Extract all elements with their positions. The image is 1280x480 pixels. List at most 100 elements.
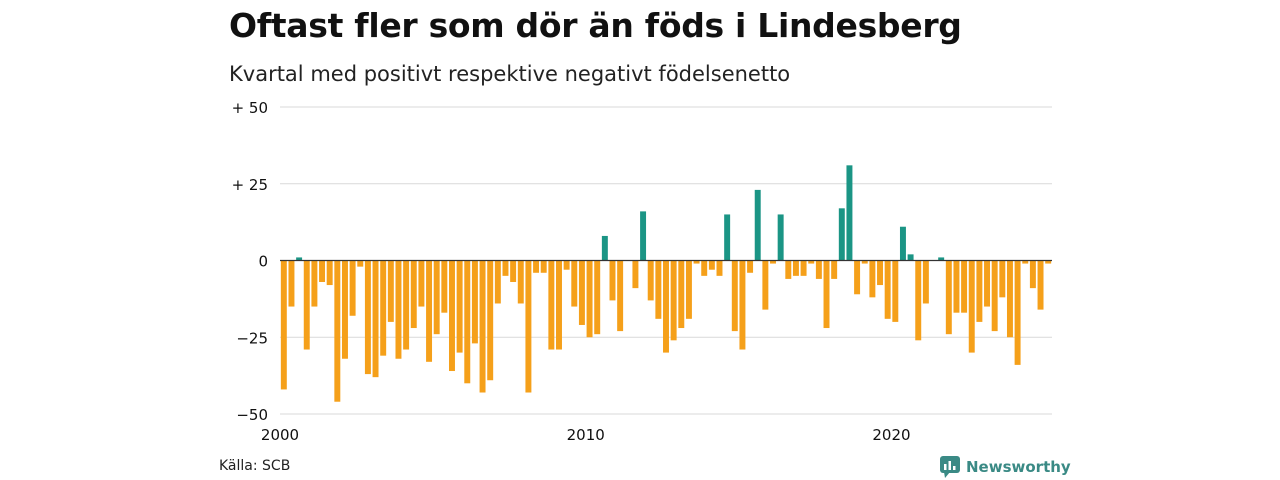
bar-2017-k2 [808,260,815,264]
chart-title: Oftast fler som dör än föds i Lindesberg [229,6,962,45]
bar-2025-k1 [1045,260,1052,264]
bar-2012-k3 [663,260,669,353]
bar-2020-k3 [907,254,914,261]
bar-2010-k1 [586,260,593,338]
bar-2015-k2 [747,260,754,273]
bar-2017-k1 [800,260,807,276]
bar-2022-k1 [953,260,960,313]
bar-2012-k2 [655,260,662,319]
bar-2000-k4 [303,260,310,350]
bar-2009-k4 [578,260,585,325]
bar-2002-k3 [357,260,364,267]
bar-2012-k1 [647,260,654,301]
bar-2003-k3 [387,260,394,322]
y-tick-label: −50 [236,406,268,424]
bar-2004-k2 [410,260,417,329]
bar-2004-k1 [403,260,410,350]
bar-2002-k2 [349,260,356,316]
bar-2002-k4 [364,260,371,375]
y-tick-label: + 25 [232,176,268,194]
bar-2006-k4 [487,260,494,381]
bar-2019-k1 [861,260,868,264]
bar-2019-k4 [884,260,891,319]
bar-2020-k2 [899,226,906,261]
bar-2017-k3 [815,260,822,279]
bar-2021-k4 [945,260,952,335]
bar-2008-k2 [533,260,540,273]
bar-2011-k3 [632,260,639,289]
bar-2001-k2 [319,260,326,282]
bar-2008-k1 [525,260,532,393]
bar-2009-k3 [571,260,578,307]
bar-2024-k3 [1029,260,1036,289]
bar-2006-k1 [464,260,471,384]
bar-2014-k3 [724,214,731,261]
bar-2024-k4 [1037,260,1044,310]
bar-2017-k4 [823,260,830,329]
bar-2006-k3 [479,260,486,393]
bar-2008-k4 [548,260,555,350]
bar-2018-k2 [838,208,845,261]
x-tick-label: 2000 [261,426,299,444]
bar-2011-k4 [640,211,647,261]
bar-2019-k3 [877,260,883,286]
y-axis-ticks: + 50 + 25 0 −25 −50 [232,99,268,424]
bar-2006-k2 [471,260,478,344]
bar-2004-k3 [418,260,425,307]
bar-2000-k3 [296,257,303,261]
bar-2007-k3 [510,260,517,282]
bar-2001-k3 [326,260,333,286]
chart-subtitle: Kvartal med positivt respektive negativt… [229,62,791,86]
bar-2010-k2 [594,260,601,335]
bar-2003-k2 [380,260,387,356]
bar-2011-k1 [617,260,624,332]
bar-2016-k3 [785,260,792,279]
bar-2014-k2 [716,260,723,276]
bar-2014-k4 [731,260,738,332]
y-tick-label: + 50 [232,99,268,117]
bar-2005-k4 [456,260,463,353]
bar-2016-k1 [770,260,776,264]
y-tick-label: −25 [236,329,268,347]
bar-2007-k1 [494,260,501,304]
bar-2009-k2 [563,260,570,270]
bar-2002-k1 [341,260,348,359]
bar-2001-k4 [334,260,341,402]
bar-2013-k2 [685,260,692,319]
newsworthy-label: Newsworthy [966,458,1071,476]
bar-2013-k3 [693,260,700,264]
bar-2024-k2 [1022,260,1029,264]
bars [280,165,1052,402]
bar-2014-k1 [708,260,715,270]
bar-2000-k1 [280,260,287,390]
bar-2018-k1 [831,260,838,279]
bar-2021-k1 [922,260,929,304]
newsworthy-logo: Newsworthy [940,456,1071,478]
bar-2018-k4 [854,260,861,295]
bar-2020-k4 [915,260,922,341]
bar-2024-k1 [1014,260,1021,365]
bar-2015-k3 [754,189,761,261]
bar-2007-k2 [502,260,509,276]
x-tick-label: 2010 [567,426,605,444]
bar-2019-k2 [869,260,876,298]
bar-2013-k4 [701,260,708,276]
y-tick-label: 0 [258,253,268,271]
newsworthy-logo-icon [940,456,960,478]
bar-2007-k4 [517,260,524,304]
bar-2003-k4 [395,260,402,359]
x-tick-label: 2020 [872,426,910,444]
bar-2010-k4 [609,260,616,301]
bar-2010-k3 [601,235,608,261]
bar-2005-k2 [441,260,448,313]
bar-2013-k1 [678,260,685,329]
bar-2001-k1 [311,260,318,307]
bar-2015-k1 [739,260,746,350]
bar-2012-k4 [670,260,677,341]
bar-2018-k3 [846,165,853,261]
bar-2016-k4 [792,260,799,276]
bar-2015-k4 [762,260,769,310]
bar-2003-k1 [372,260,379,378]
bar-2005-k3 [449,260,455,372]
